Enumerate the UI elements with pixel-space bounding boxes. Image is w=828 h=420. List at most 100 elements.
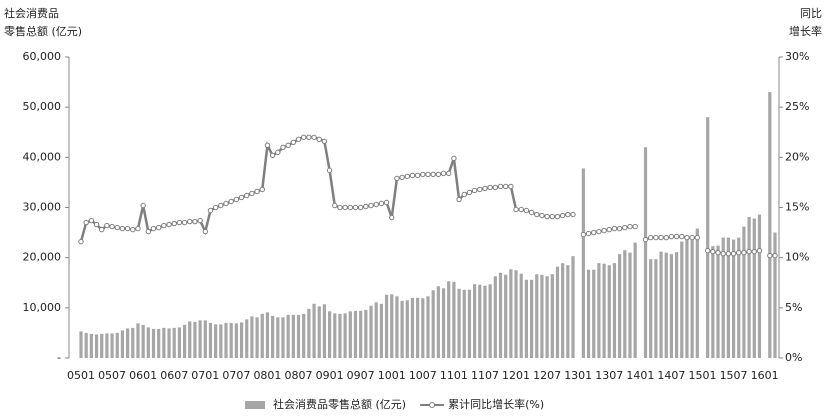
bar [618, 254, 622, 358]
bar [695, 228, 699, 358]
line-marker [580, 231, 587, 238]
line-marker [440, 170, 447, 177]
bar [711, 246, 715, 358]
y2-axis-title: 增长率 [789, 24, 822, 38]
line-marker [212, 204, 219, 211]
bar [203, 320, 207, 358]
bar [737, 237, 741, 358]
line-marker [197, 217, 203, 224]
line-marker [471, 187, 478, 194]
line-marker [145, 228, 152, 235]
line-marker [513, 206, 519, 213]
bar [265, 312, 270, 358]
line-marker [99, 226, 105, 233]
x-tick-label: 1501 [688, 369, 716, 382]
bar [654, 259, 658, 358]
line-marker [689, 234, 695, 241]
y-axis-title: 零售总额 (亿元) [4, 24, 82, 38]
bar [234, 323, 238, 358]
x-tick-label: 0707 [222, 369, 250, 382]
bar [400, 300, 404, 358]
x-tick-label: 1601 [751, 369, 779, 382]
bar [664, 252, 668, 358]
x-tick-label: 1407 [657, 369, 685, 382]
bar [302, 313, 306, 358]
bar [136, 323, 140, 358]
bar [105, 333, 109, 358]
line-marker [534, 211, 540, 218]
bar [467, 289, 472, 358]
line-marker [285, 142, 291, 148]
line-marker [720, 250, 726, 257]
line-marker [528, 209, 535, 216]
bar [239, 322, 244, 358]
bar [296, 314, 301, 358]
bar [447, 281, 451, 358]
line-marker [461, 191, 467, 198]
bar [462, 289, 466, 358]
bar [131, 327, 135, 358]
line-marker [332, 202, 338, 209]
line-marker [653, 234, 659, 241]
bar [126, 328, 130, 358]
bar [623, 250, 627, 358]
bar [359, 310, 363, 358]
bar [79, 331, 83, 358]
line-marker [93, 221, 100, 228]
line-marker [767, 252, 773, 259]
bar [441, 288, 446, 358]
line [79, 136, 574, 242]
y-axis-title: 社会消费品 [4, 6, 59, 20]
line-marker [249, 190, 255, 197]
line-marker [601, 227, 607, 234]
bar [317, 306, 321, 358]
bar [384, 294, 389, 358]
bar [726, 237, 730, 358]
y2-tick-label: 5% [785, 301, 802, 314]
line-marker [554, 213, 561, 220]
legend-label: 社会消费品零售总额 (亿元) [273, 397, 406, 411]
line-marker [502, 183, 509, 190]
line-marker [78, 238, 84, 245]
line-marker [176, 219, 183, 226]
bar [540, 274, 544, 358]
x-tick-label: 1207 [533, 369, 561, 382]
line-marker [482, 185, 488, 192]
bar [555, 266, 560, 358]
bar [84, 332, 88, 358]
line-marker [280, 144, 286, 151]
bar [545, 276, 549, 358]
bar [141, 324, 145, 358]
line-marker [202, 228, 208, 235]
x-tick-label: 0701 [191, 369, 219, 382]
bar [348, 311, 352, 358]
line-marker [414, 172, 421, 179]
x-tick-label: 1007 [409, 369, 437, 382]
bar [172, 327, 176, 358]
bar [612, 263, 617, 358]
bar [162, 327, 166, 358]
bar [146, 327, 150, 358]
bar [322, 304, 327, 358]
line-marker [264, 142, 271, 148]
line-marker [357, 204, 364, 211]
line-marker [596, 228, 602, 235]
y2-tick-label: 10% [785, 251, 809, 264]
x-tick-label: 0807 [285, 369, 313, 382]
line-marker [238, 194, 245, 201]
line-marker [295, 136, 302, 142]
bar [747, 217, 751, 358]
bar [581, 168, 585, 358]
bar [276, 317, 280, 358]
bar [395, 296, 399, 358]
line-marker [642, 236, 649, 243]
line-marker [223, 200, 229, 207]
line-marker [736, 249, 742, 256]
line-marker [518, 206, 524, 213]
line-marker [88, 217, 95, 224]
bar [421, 298, 425, 358]
bar [742, 226, 746, 358]
line-marker [772, 252, 778, 259]
bar [592, 269, 596, 358]
